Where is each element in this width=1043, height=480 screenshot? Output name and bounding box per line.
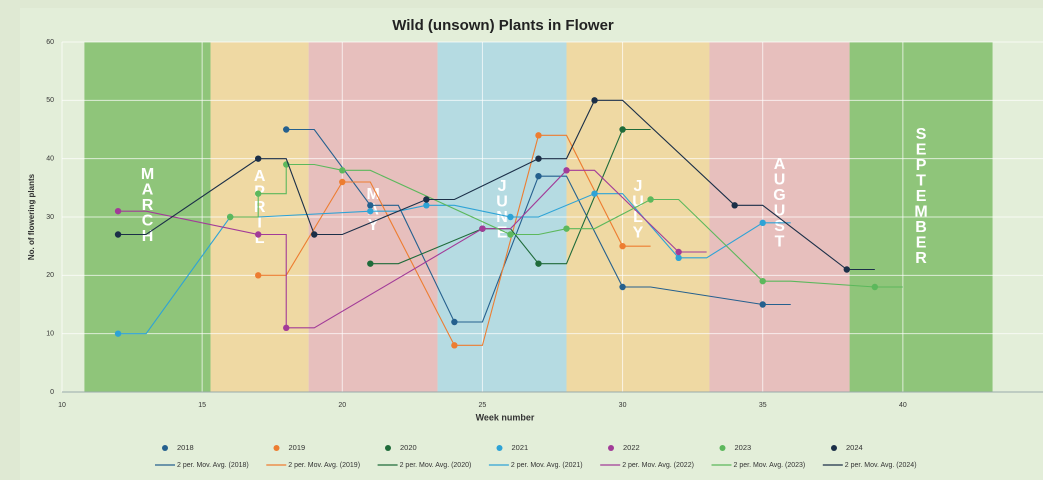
moving-average-line	[118, 99, 875, 271]
y-axis-label: No. of flowering plants	[27, 173, 36, 260]
data-point	[647, 196, 654, 203]
data-point	[423, 202, 430, 209]
x-tick-label: 25	[479, 402, 487, 409]
data-point	[675, 248, 682, 256]
data-point	[367, 202, 374, 209]
data-point	[339, 167, 346, 174]
data-point	[871, 283, 879, 291]
legend-label: 2 per. Mov. Avg. (2020)	[400, 462, 472, 469]
moving-average-line	[370, 128, 651, 265]
data-point	[255, 190, 262, 197]
moving-average-line	[230, 163, 903, 288]
data-point	[114, 330, 122, 337]
y-tick-label: 50	[46, 97, 54, 104]
legend-label: 2 per. Mov. Avg. (2023)	[734, 462, 806, 469]
legend-marker	[831, 445, 837, 451]
data-point	[507, 213, 514, 221]
legend-label: 2019	[289, 443, 306, 452]
data-point	[759, 301, 766, 308]
x-tick-label: 35	[759, 402, 767, 409]
data-point	[535, 260, 542, 267]
data-point	[535, 155, 542, 162]
data-point	[591, 97, 598, 104]
y-tick-label: 10	[46, 331, 54, 338]
data-point	[114, 231, 122, 238]
legend-marker	[496, 445, 503, 451]
data-point	[619, 242, 626, 250]
data-point	[479, 225, 486, 232]
data-point	[283, 324, 290, 332]
data-point	[619, 126, 626, 133]
x-axis-label: Week number	[476, 412, 535, 422]
x-tick-label: 40	[899, 402, 907, 409]
data-point	[423, 196, 430, 203]
data-point	[731, 202, 738, 209]
legend-label: 2023	[735, 443, 752, 452]
data-point	[311, 231, 318, 238]
data-point	[843, 266, 850, 273]
chart-title: Wild (unsown) Plants in Flower	[392, 17, 614, 34]
legend-label: 2020	[400, 443, 417, 452]
y-tick-label: 0	[50, 389, 54, 396]
data-point	[255, 272, 262, 279]
data-point	[507, 231, 514, 238]
data-point	[759, 277, 766, 285]
data-point	[591, 190, 598, 197]
moving-average-line	[118, 169, 707, 329]
legend-marker	[719, 445, 726, 451]
data-point	[114, 207, 122, 215]
legend-marker	[385, 445, 391, 451]
legend-label: 2022	[623, 443, 640, 452]
data-point	[367, 207, 374, 215]
x-tick-label: 20	[338, 402, 346, 409]
legend-label: 2 per. Mov. Avg. (2024)	[845, 462, 917, 469]
data-point	[563, 167, 570, 174]
x-tick-label: 15	[198, 402, 206, 409]
y-tick-label: 30	[46, 214, 54, 221]
y-tick-label: 20	[46, 272, 54, 279]
data-point	[759, 219, 766, 227]
data-point	[255, 231, 262, 238]
data-point	[535, 172, 542, 180]
legend-label: 2021	[512, 443, 529, 452]
legend-marker	[273, 445, 280, 451]
x-tick-label: 30	[619, 402, 627, 409]
data-point	[675, 254, 682, 262]
data-point	[535, 132, 542, 139]
legend-label: 2 per. Mov. Avg. (2022)	[622, 462, 694, 469]
data-point	[339, 178, 346, 186]
legend-label: 2 per. Mov. Avg. (2021)	[511, 462, 583, 469]
data-point	[226, 213, 234, 221]
legend-label: 2 per. Mov. Avg. (2019)	[288, 462, 360, 469]
data-point	[255, 155, 262, 162]
y-tick-label: 40	[46, 156, 54, 163]
data-point	[451, 318, 458, 326]
legend-marker	[162, 445, 168, 451]
y-tick-label: 60	[46, 39, 54, 46]
x-tick-label: 10	[58, 402, 66, 409]
moving-average-line	[286, 128, 791, 323]
data-point	[619, 283, 626, 291]
data-point	[367, 260, 374, 267]
data-point	[451, 342, 458, 349]
data-point	[283, 126, 290, 133]
legend-label: 2 per. Mov. Avg. (2018)	[177, 462, 249, 469]
legend-label: 2018	[177, 443, 194, 452]
legend-label: 2024	[846, 443, 863, 452]
data-point	[563, 225, 570, 232]
legend-marker	[608, 445, 614, 451]
